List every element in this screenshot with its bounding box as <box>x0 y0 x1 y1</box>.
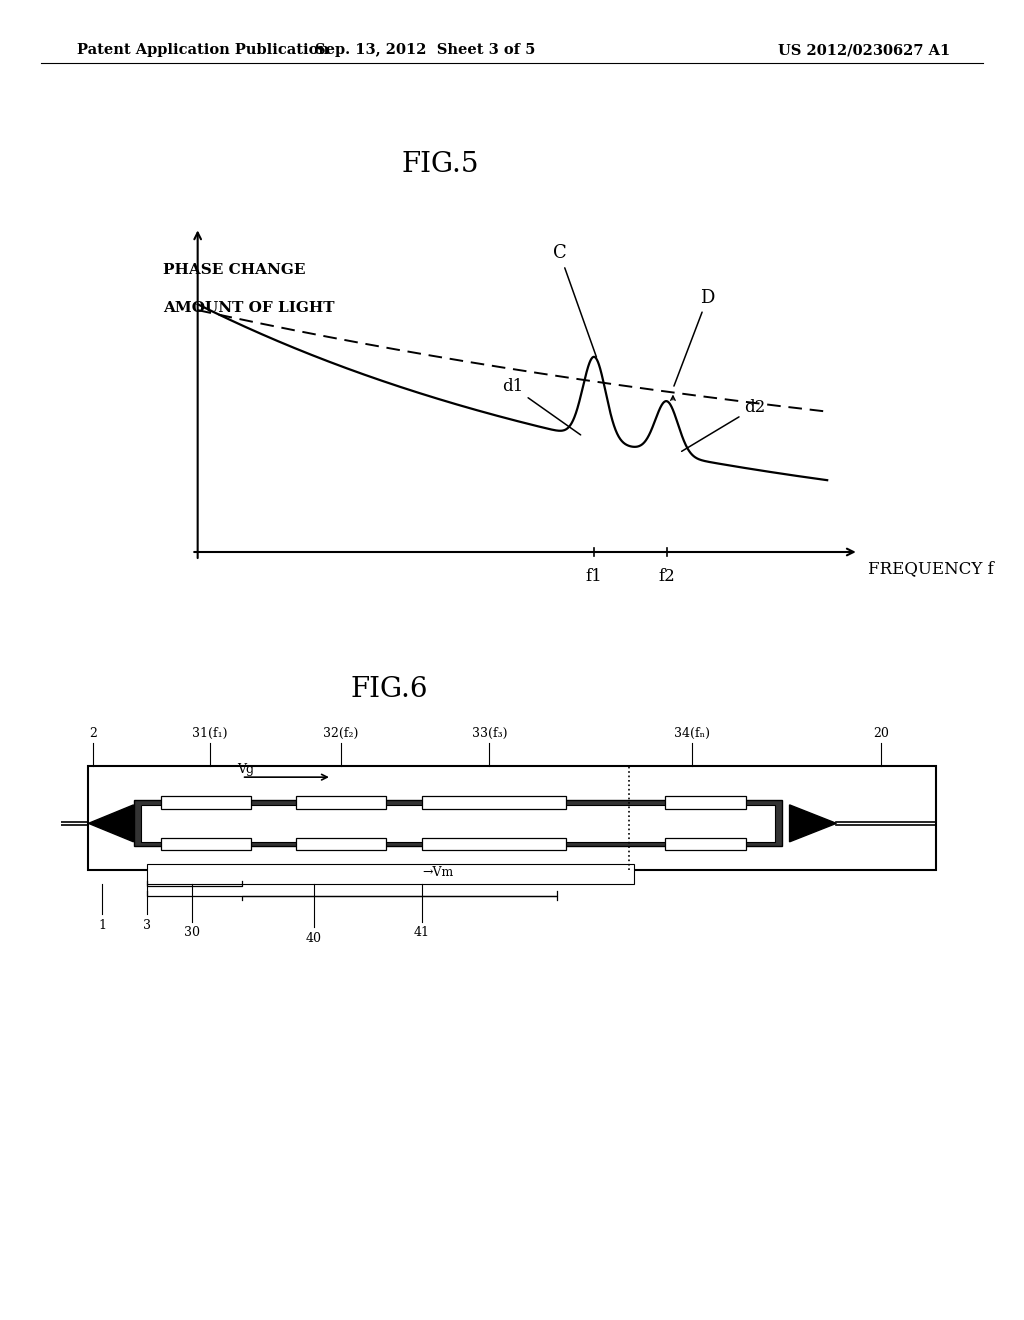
Text: 41: 41 <box>414 927 430 939</box>
Bar <box>140 805 775 842</box>
Bar <box>666 838 746 850</box>
Bar <box>422 796 566 809</box>
Text: Patent Application Publication: Patent Application Publication <box>77 44 329 57</box>
Bar <box>296 838 386 850</box>
Bar <box>133 800 782 846</box>
Text: PHASE CHANGE: PHASE CHANGE <box>163 263 305 277</box>
Text: 20: 20 <box>873 726 890 739</box>
Text: 3: 3 <box>143 919 152 932</box>
Bar <box>422 838 566 850</box>
Text: 1: 1 <box>98 919 106 932</box>
Text: f1: f1 <box>586 568 603 585</box>
Bar <box>140 805 775 842</box>
Polygon shape <box>88 805 133 842</box>
Text: 32(f₂): 32(f₂) <box>324 726 358 739</box>
Bar <box>161 796 251 809</box>
Text: C: C <box>553 244 596 358</box>
Text: d2: d2 <box>682 399 765 451</box>
Text: 40: 40 <box>306 932 322 945</box>
Bar <box>161 838 251 850</box>
Text: US 2012/0230627 A1: US 2012/0230627 A1 <box>778 44 950 57</box>
Text: FREQUENCY f: FREQUENCY f <box>868 560 994 577</box>
Text: d1: d1 <box>502 379 581 434</box>
Text: Sep. 13, 2012  Sheet 3 of 5: Sep. 13, 2012 Sheet 3 of 5 <box>314 44 536 57</box>
Polygon shape <box>790 805 837 842</box>
Bar <box>666 796 746 809</box>
Text: →Vm: →Vm <box>422 866 454 879</box>
Text: 2: 2 <box>89 726 97 739</box>
Text: 31(f₁): 31(f₁) <box>193 726 228 739</box>
Text: FIG.5: FIG.5 <box>401 152 479 178</box>
Bar <box>88 766 936 870</box>
Text: f2: f2 <box>658 568 675 585</box>
Text: 30: 30 <box>184 927 200 939</box>
Text: FIG.6: FIG.6 <box>350 676 428 702</box>
Bar <box>147 863 634 884</box>
Text: 34(fₙ): 34(fₙ) <box>674 726 711 739</box>
Text: D: D <box>674 289 715 385</box>
Bar <box>296 796 386 809</box>
Text: AMOUNT OF LIGHT: AMOUNT OF LIGHT <box>163 301 335 315</box>
Text: Vg: Vg <box>238 763 254 776</box>
Text: 33(f₃): 33(f₃) <box>472 726 507 739</box>
